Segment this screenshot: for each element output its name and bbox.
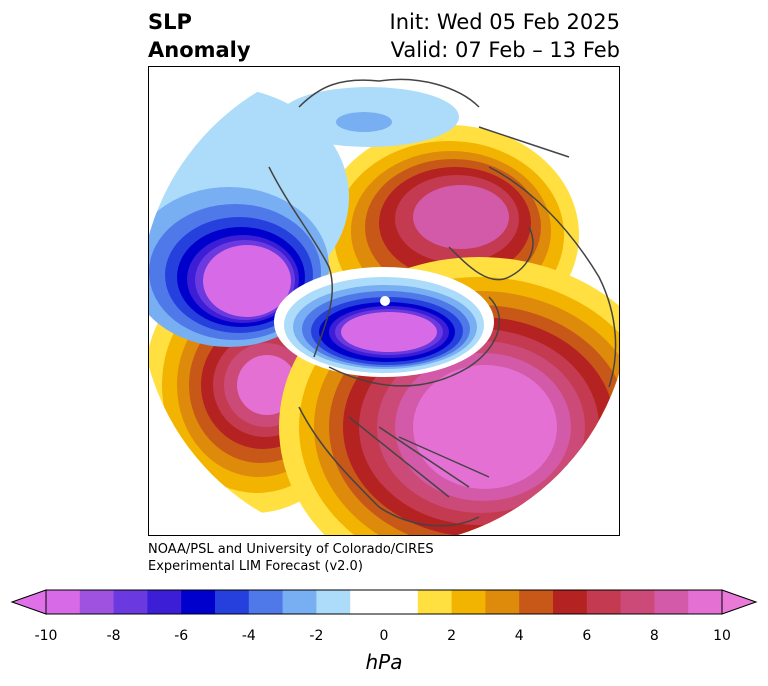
colorbar-segment xyxy=(215,590,250,614)
colorbar-outline xyxy=(45,589,723,615)
pacific-low-anomaly xyxy=(149,87,349,347)
colorbar-tick-label: -2 xyxy=(309,628,324,644)
colorbar-segment xyxy=(620,590,655,614)
colorbar-tick-label: -6 xyxy=(174,628,189,644)
colorbar-segment xyxy=(586,590,622,614)
colorbar-segment xyxy=(46,590,81,614)
arctic-low-anomaly xyxy=(274,267,494,377)
colorbar-tick-label: -4 xyxy=(241,628,256,644)
colorbar-over-arrow xyxy=(721,589,758,615)
colorbar-tick-label: 2 xyxy=(447,628,457,644)
map-title: SLP Anomaly xyxy=(148,8,251,64)
north-pole-marker xyxy=(380,296,390,306)
colorbar-segment xyxy=(688,590,723,614)
credit-text: NOAA/PSL and University of Colorado/CIRE… xyxy=(148,541,434,575)
colorbar-segment xyxy=(147,590,182,614)
colorbar-segment xyxy=(316,590,351,614)
map-panel xyxy=(148,66,620,536)
colorbar-segment xyxy=(350,590,385,614)
colorbar-tick-label: 4 xyxy=(514,628,524,644)
colorbar-segment xyxy=(384,590,419,614)
colorbar-tick-label: -10 xyxy=(34,628,58,644)
colorbar-tick-label: -8 xyxy=(106,628,121,644)
credit-line-1: NOAA/PSL and University of Colorado/CIRE… xyxy=(148,542,434,557)
colorbar-segment xyxy=(79,590,115,614)
valid-range: Valid: 07 Feb – 13 Feb xyxy=(390,38,620,62)
colorbar-tick-label: 0 xyxy=(379,628,389,644)
coastlines xyxy=(268,78,617,527)
colorbar-segment xyxy=(248,590,284,614)
credit-line-2: Experimental LIM Forecast (v2.0) xyxy=(148,559,363,574)
colorbar-segment xyxy=(417,590,453,614)
colorbar-segment xyxy=(485,590,520,614)
northern-cool-core xyxy=(336,112,392,132)
colorbar-segment xyxy=(553,590,588,614)
anomaly-map xyxy=(149,78,619,535)
colorbar-unit: hPa xyxy=(365,650,403,674)
title-line-2: Anomaly xyxy=(148,38,251,62)
colorbar-segment xyxy=(113,590,148,614)
forecast-info: Init: Wed 05 Feb 2025 Valid: 07 Feb – 13… xyxy=(390,8,620,64)
colorbar-segment xyxy=(654,590,689,614)
colorbar-tick-label: 10 xyxy=(713,628,731,644)
colorbar-segments xyxy=(46,590,723,614)
colorbar-tick-label: 6 xyxy=(582,628,592,644)
colorbar-segment xyxy=(519,590,554,614)
colorbar-segment xyxy=(181,590,216,614)
colorbar-under-arrow xyxy=(10,589,47,615)
colorbar-segment xyxy=(282,590,317,614)
colorbar-segment xyxy=(451,590,486,614)
init-date: Init: Wed 05 Feb 2025 xyxy=(389,10,620,34)
colorbar xyxy=(10,589,758,615)
title-line-1: SLP xyxy=(148,10,192,34)
colorbar-tick-label: 8 xyxy=(649,628,659,644)
